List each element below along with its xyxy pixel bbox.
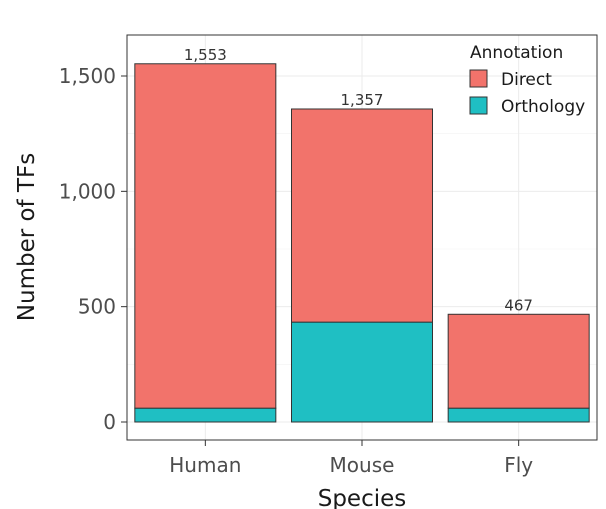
bar-human-direct — [134, 63, 277, 409]
bar-human-orthology — [134, 407, 277, 423]
bar-mouse-orthology — [291, 321, 433, 423]
legend-label-orthology: Orthology — [501, 97, 585, 117]
legend-label-direct: Direct — [501, 70, 552, 90]
bar-mouse-direct — [291, 108, 433, 323]
legend-swatch-orthology — [469, 96, 488, 115]
bars — [134, 63, 590, 423]
legend: Annotation Direct Orthology — [469, 43, 585, 117]
total-label-human: 1,553 — [184, 46, 227, 64]
total-label-mouse: 1,357 — [341, 91, 384, 109]
total-label-fly: 467 — [504, 296, 533, 314]
x-tick-label-fly: Fly — [504, 453, 533, 477]
y-tick-label-3: 1,500 — [59, 64, 116, 88]
x-tick-label-mouse: Mouse — [330, 453, 395, 477]
x-axis-title: Species — [318, 486, 407, 509]
legend-title: Annotation — [470, 43, 563, 63]
x-tick-label-human: Human — [169, 453, 241, 477]
y-tick-label-0: 0 — [103, 410, 116, 434]
y-axis: 0 500 1,000 1,500 — [59, 64, 127, 434]
x-axis: Human Mouse Fly — [169, 440, 533, 477]
y-tick-label-2: 1,000 — [59, 179, 116, 203]
bar-fly-orthology — [447, 407, 590, 423]
bar-fly-direct — [447, 313, 590, 409]
y-axis-title: Number of TFs — [14, 153, 40, 321]
y-tick-label-1: 500 — [78, 295, 116, 319]
legend-swatch-direct — [469, 69, 488, 88]
total-labels: 1,553 1,357 467 — [184, 46, 533, 315]
